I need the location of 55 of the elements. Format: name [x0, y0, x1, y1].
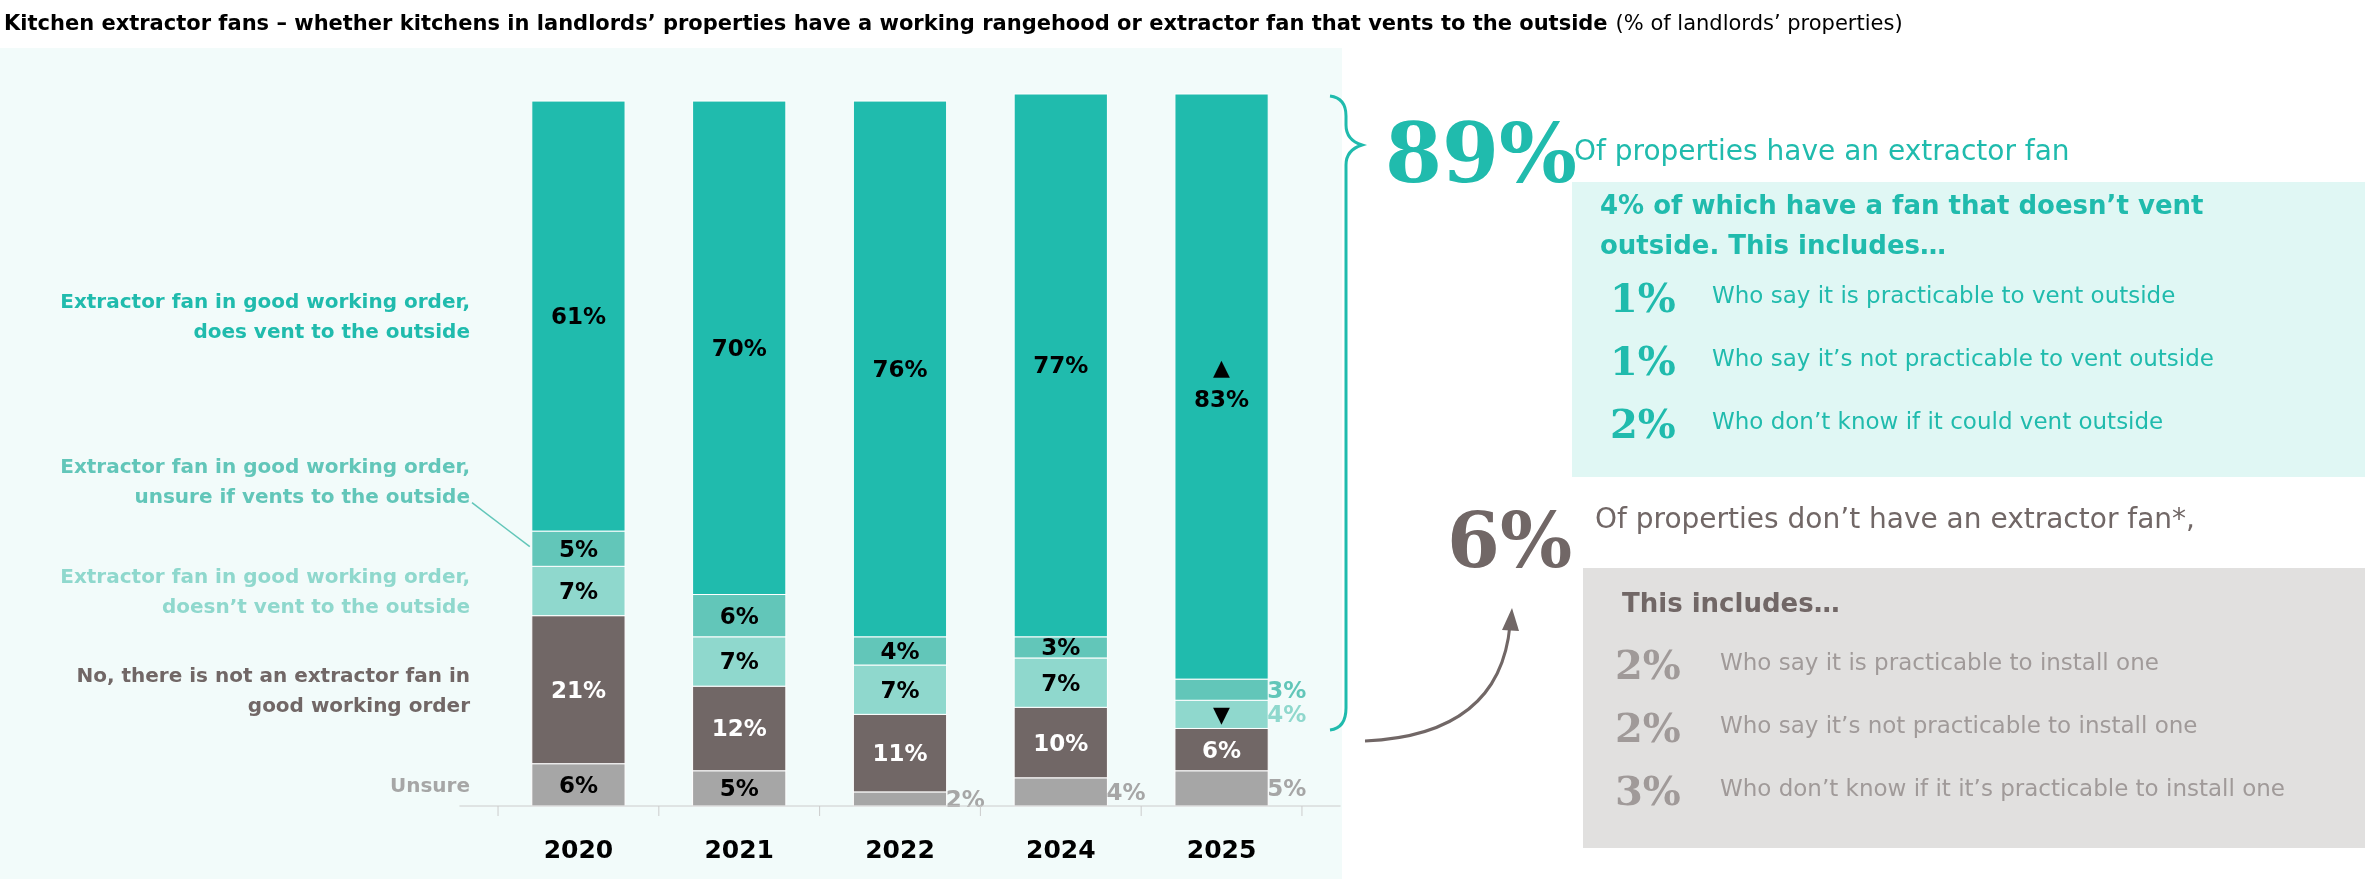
data-label: 4%: [1106, 778, 1146, 805]
data-label: 77%: [1033, 352, 1089, 379]
text: Unsure: [389, 772, 470, 797]
x-tick-label: 2020: [543, 835, 614, 864]
x-tick-label: 2024: [1025, 835, 1096, 864]
text: 2%: [1615, 641, 1681, 688]
text: 2%: [1610, 400, 1676, 447]
text: Of properties don’t have an extractor fan*,: [1595, 502, 2195, 535]
data-label: 7%: [558, 577, 598, 604]
x-tick-label: 2022: [865, 835, 935, 864]
data-label: 11%: [872, 740, 928, 767]
annotation: ▲: [1213, 354, 1231, 380]
text: 1%: [1610, 274, 1676, 321]
data-label: 6%: [719, 602, 759, 629]
data-label: 3%: [1267, 676, 1307, 703]
text: 4% of which have a fan that doesn’t vent outside. This includes…: [1600, 190, 2204, 260]
text: 6%: [1447, 496, 1573, 585]
text: Who say it’s not practicable to vent outside: [1712, 345, 2214, 371]
data-label: 5%: [558, 535, 598, 562]
data-label: 7%: [1041, 669, 1081, 696]
data-label: 21%: [550, 676, 606, 703]
text: 3%: [1615, 767, 1681, 814]
data-label: 5%: [1267, 775, 1307, 802]
text: Extractor fan in good working order, unsure if vents to the outside: [60, 453, 470, 508]
text: Extractor fan in good working order, does vent to the outside: [60, 289, 470, 344]
data-label: 6%: [1202, 736, 1242, 763]
chart-title: Kitchen extractor fans – whether kitchens in landlords’ properties have a working rangehood or extractor fan that vents to the outside: [4, 11, 1608, 35]
data-label: 5%: [719, 775, 759, 802]
text: Who say it’s not practicable to install one: [1720, 712, 2198, 738]
text: This includes…: [1622, 588, 1840, 618]
data-label: 76%: [872, 355, 928, 382]
text: 1%: [1610, 337, 1676, 384]
text: No, there is not an extractor fan in good working order: [76, 662, 471, 717]
text: Extractor fan in good working order, doesn’t vent to the outside: [60, 563, 470, 618]
text: Who don’t know if it could vent outside: [1712, 408, 2164, 434]
text: 2%: [1615, 704, 1681, 751]
data-label: 3%: [1041, 634, 1081, 661]
x-tick-label: 2025: [1186, 835, 1257, 864]
data-label: 61%: [550, 303, 606, 330]
data-label: 2%: [945, 785, 985, 812]
data-label: 83%: [1194, 385, 1250, 412]
data-label: 70%: [711, 334, 767, 361]
data-label: 4%: [1267, 701, 1307, 728]
data-label: 7%: [719, 648, 759, 675]
text: Who say it is practicable to install one: [1720, 649, 2159, 675]
text: Who don’t know if it it’s practicable to install one: [1720, 775, 2285, 801]
text: (% of landlords’ properties): [1615, 11, 1903, 35]
text: Who say it is practicable to vent outside: [1712, 282, 2176, 308]
data-label: 10%: [1033, 729, 1089, 756]
x-tick-label: 2021: [704, 835, 775, 864]
data-label: 7%: [880, 676, 920, 703]
data-label: 4%: [880, 637, 920, 664]
data-label: 12%: [711, 715, 767, 742]
annotation: ▼: [1213, 702, 1231, 728]
data-label: 6%: [558, 771, 598, 798]
